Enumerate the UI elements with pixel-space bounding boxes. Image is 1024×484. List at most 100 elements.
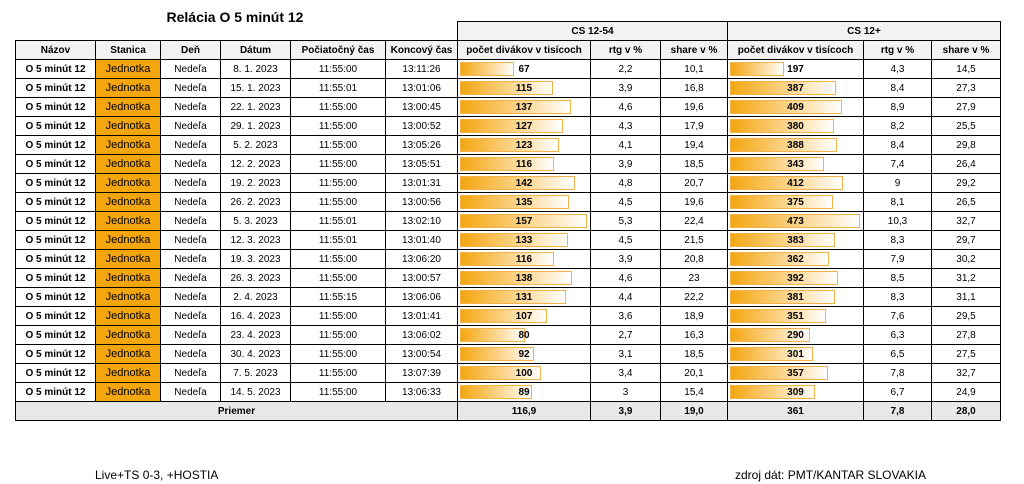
viewers-cell: 80 [457,325,591,345]
cell: 11:55:00 [290,116,386,136]
cell: 5. 2. 2023 [220,135,291,155]
data-row: O 5 minút 12 Jednotka Nedeľa 7. 5. 2023 11:5… [15,363,1001,383]
group-row: CS 12-54 CS 12+ [16,21,1001,41]
viewers-value: 383 [787,234,804,246]
cell: 23. 4. 2023 [220,325,291,345]
cell: 22,2 [660,287,728,307]
cell: 26. 3. 2023 [220,268,291,288]
viewers-cell: 100 [457,363,591,383]
cell: 20,8 [660,249,728,269]
data-bar [730,385,815,399]
cell: 9 [863,173,932,193]
cell: 20,1 [660,363,728,383]
viewers-cell: 343 [727,154,864,174]
column-header: share v % [931,40,1001,60]
cell: 13:00:45 [385,97,458,117]
data-bar [460,271,572,285]
cell: Jednotka [95,287,161,307]
viewers-value: 135 [515,196,533,208]
cell: 22. 1. 2023 [220,97,291,117]
viewers-value: 80 [518,329,530,341]
cell: Jednotka [95,135,161,155]
cell: Jednotka [95,249,161,269]
data-bar [730,119,835,133]
cell: 16,3 [660,325,728,345]
cell: 13:11:26 [385,59,458,79]
cell: Jednotka [95,230,161,250]
cell: Jednotka [95,192,161,212]
cell: 19. 3. 2023 [220,249,291,269]
data-row: O 5 minút 12 Jednotka Nedeľa 14. 5. 2023 11:… [15,382,1001,402]
viewers-value: 197 [787,63,804,75]
viewers-cell: 67 [457,59,591,79]
cell: Jednotka [95,382,161,402]
viewers-cell: 157 [457,211,591,231]
cell: 11:55:00 [290,382,386,402]
viewers-cell: 412 [727,173,864,193]
cell: 5,3 [590,211,661,231]
cell: O 5 minút 12 [15,230,96,250]
cell: 13:05:26 [385,135,458,155]
cell: Nedeľa [160,287,221,307]
cell: Nedeľa [160,344,221,364]
cell: O 5 minút 12 [15,306,96,326]
cell: Jednotka [95,325,161,345]
cell: 13:05:51 [385,154,458,174]
data-row: O 5 minút 12 Jednotka Nedeľa 29. 1. 2023 11:… [15,116,1001,136]
data-bar [460,214,587,228]
viewers-cell: 351 [727,306,864,326]
cell: 13:01:41 [385,306,458,326]
cell: O 5 minút 12 [15,287,96,307]
cell: Nedeľa [160,382,221,402]
cell: 2,2 [590,59,661,79]
cell: Nedeľa [160,173,221,193]
average-value: 116,9 [457,401,591,421]
data-bar [730,176,844,190]
cell: 4,4 [590,287,661,307]
cell: 4,8 [590,173,661,193]
viewers-cell: 115 [457,78,591,98]
viewers-value: 100 [515,367,533,379]
cell: 4,3 [863,59,932,79]
cell: 4,5 [590,230,661,250]
viewers-value: 290 [787,329,804,341]
cell: 27,5 [931,344,1001,364]
cell: Jednotka [95,59,161,79]
data-bar [460,62,515,76]
average-value: 7,8 [863,401,932,421]
cell: 11:55:01 [290,230,386,250]
cell: 27,3 [931,78,1001,98]
cell: 3,4 [590,363,661,383]
data-row: O 5 minút 12 Jednotka Nedeľa 5. 2. 2023 11:5… [15,135,1001,155]
cell: 6,3 [863,325,932,345]
cell: O 5 minút 12 [15,192,96,212]
data-bar [460,366,541,380]
viewers-value: 92 [518,348,530,360]
cell: 14. 5. 2023 [220,382,291,402]
viewers-value: 309 [787,386,804,398]
viewers-cell: 89 [457,382,591,402]
cell: O 5 minút 12 [15,135,96,155]
cell: O 5 minút 12 [15,97,96,117]
viewers-cell: 116 [457,249,591,269]
cell: 16. 4. 2023 [220,306,291,326]
ratings-table: CS 12-54 CS 12+ Názov Stanica Deň Dátum Počiat… [15,21,1001,421]
cell: Nedeľa [160,116,221,136]
data-bar [460,290,566,304]
cell: 30,2 [931,249,1001,269]
column-header: rtg v % [863,40,932,60]
viewers-cell: 301 [727,344,864,364]
cell: 13:02:10 [385,211,458,231]
data-bar [730,81,837,95]
cell: 14,5 [931,59,1001,79]
cell: 11:55:00 [290,97,386,117]
cell: 8,3 [863,287,932,307]
cell: Nedeľa [160,211,221,231]
cell: 11:55:00 [290,192,386,212]
cell: 2,7 [590,325,661,345]
data-bar [730,328,810,342]
cell: 8,2 [863,116,932,136]
viewers-cell: 387 [727,78,864,98]
footer-source: zdroj dát: PMT/KANTAR SLOVAKIA [735,468,926,482]
cell: 31,2 [931,268,1001,288]
